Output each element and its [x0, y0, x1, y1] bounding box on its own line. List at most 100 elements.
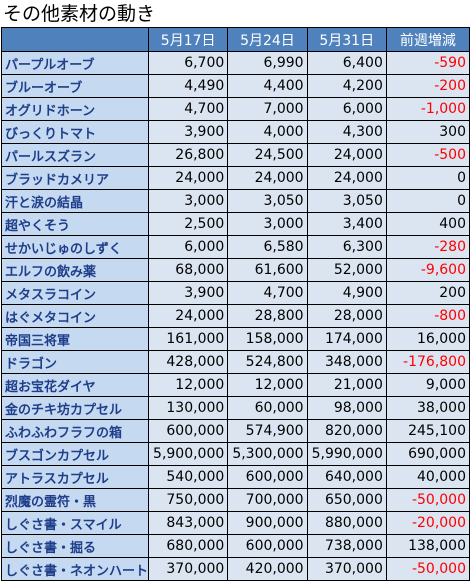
item-name-cell: 烈魔の霊符・黒	[0, 488, 150, 512]
price-may24-cell: 900,000	[227, 511, 308, 535]
price-may31-cell: 98,000	[306, 396, 387, 420]
table-row: エルフの飲み薬 68,000 61,600 52,000 -9,600	[0, 258, 470, 282]
price-may17-cell: 843,000	[148, 511, 229, 535]
item-name-cell: 金のチキ坊カプセル	[0, 396, 150, 420]
price-may31-cell: 3,400	[306, 212, 387, 236]
item-name-cell: メタスラコイン	[0, 281, 150, 305]
price-may31-cell: 880,000	[306, 511, 387, 535]
price-may24-cell: 12,000	[227, 373, 308, 397]
item-name-cell: アトラスカプセル	[0, 465, 150, 489]
price-may17-cell: 2,500	[148, 212, 229, 236]
price-may31-cell: 28,000	[306, 304, 387, 328]
table-row: しぐさ書・掘る 680,000 600,000 738,000 138,000	[0, 534, 470, 558]
price-may24-cell: 420,000	[227, 557, 308, 581]
price-may17-cell: 24,000	[148, 304, 229, 328]
price-may24-cell: 61,600	[227, 258, 308, 282]
price-may17-cell: 4,490	[148, 74, 229, 98]
weekly-change-cell: -200	[385, 74, 470, 98]
weekly-change-cell: 0	[385, 189, 470, 213]
table-row: 烈魔の霊符・黒 750,000 700,000 650,000 -50,000	[0, 488, 470, 512]
weekly-change-cell: 0	[385, 166, 470, 190]
price-may24-cell: 158,000	[227, 327, 308, 351]
price-may17-cell: 26,800	[148, 143, 229, 167]
weekly-change-cell: 38,000	[385, 396, 470, 420]
price-may17-cell: 4,700	[148, 97, 229, 121]
price-may31-cell: 52,000	[306, 258, 387, 282]
price-may31-cell: 174,000	[306, 327, 387, 351]
weekly-change-cell: 9,000	[385, 373, 470, 397]
price-may17-cell: 3,900	[148, 281, 229, 305]
price-may24-cell: 4,700	[227, 281, 308, 305]
weekly-change-cell: 200	[385, 281, 470, 305]
price-may31-cell: 370,000	[306, 557, 387, 581]
weekly-change-cell: -500	[385, 143, 470, 167]
price-may24-cell: 3,000	[227, 212, 308, 236]
item-name-cell: せかいじゅのしずく	[0, 235, 150, 259]
price-may24-cell: 4,000	[227, 120, 308, 144]
price-may31-cell: 6,000	[306, 97, 387, 121]
weekly-change-cell: 400	[385, 212, 470, 236]
page-title: その他素材の動き	[3, 3, 156, 25]
header-date-1: 5月17日	[148, 27, 229, 52]
table-body: パープルオーブ 6,700 6,990 6,400 -590 ブルーオーブ 4,490 4,4…	[0, 51, 470, 581]
item-name-cell: ドラゴン	[0, 350, 150, 374]
item-name-cell: びっくりトマト	[0, 120, 150, 144]
price-may17-cell: 428,000	[148, 350, 229, 374]
price-may24-cell: 6,580	[227, 235, 308, 259]
table-row: しぐさ書・スマイル 843,000 900,000 880,000 -20,000	[0, 511, 470, 535]
weekly-change-cell: 16,000	[385, 327, 470, 351]
price-may24-cell: 4,400	[227, 74, 308, 98]
item-name-cell: パープルオーブ	[0, 51, 150, 75]
table-row: ふわふわフラフの箱 600,000 574,900 820,000 245,100	[0, 419, 470, 443]
item-name-cell: パールスズラン	[0, 143, 150, 167]
price-may31-cell: 21,000	[306, 373, 387, 397]
item-name-cell: しぐさ書・掘る	[0, 534, 150, 558]
price-may17-cell: 6,700	[148, 51, 229, 75]
weekly-change-cell: -9,600	[385, 258, 470, 282]
price-may17-cell: 161,000	[148, 327, 229, 351]
price-may31-cell: 4,300	[306, 120, 387, 144]
item-name-cell: 帝国三将軍	[0, 327, 150, 351]
price-may24-cell: 5,300,000	[227, 442, 308, 466]
weekly-change-cell: -176,800	[385, 350, 470, 374]
weekly-change-cell: 245,100	[385, 419, 470, 443]
price-may17-cell: 6,000	[148, 235, 229, 259]
weekly-change-cell: 300	[385, 120, 470, 144]
price-may24-cell: 600,000	[227, 465, 308, 489]
price-may17-cell: 12,000	[148, 373, 229, 397]
weekly-change-cell: -1,000	[385, 97, 470, 121]
item-name-cell: しぐさ書・スマイル	[0, 511, 150, 535]
table-row: パープルオーブ 6,700 6,990 6,400 -590	[0, 51, 470, 75]
header-row: 5月17日 5月24日 5月31日 前週増減	[0, 27, 470, 52]
price-may24-cell: 574,900	[227, 419, 308, 443]
price-may17-cell: 750,000	[148, 488, 229, 512]
header-weekly-change: 前週増減	[385, 27, 470, 52]
item-name-cell: ブラッドカメリア	[0, 166, 150, 190]
item-name-cell: ふわふわフラフの箱	[0, 419, 150, 443]
price-may17-cell: 3,900	[148, 120, 229, 144]
header-date-2: 5月24日	[227, 27, 308, 52]
table-row: ブスゴンカプセル 5,900,000 5,300,000 5,990,000 690,0…	[0, 442, 470, 466]
price-may31-cell: 6,300	[306, 235, 387, 259]
item-name-cell: 超やくそう	[0, 212, 150, 236]
item-name-cell: しぐさ書・ネオンハート	[0, 557, 150, 581]
price-may24-cell: 28,800	[227, 304, 308, 328]
table-row: メタスラコイン 3,900 4,700 4,900 200	[0, 281, 470, 305]
weekly-change-cell: 138,000	[385, 534, 470, 558]
price-may17-cell: 68,000	[148, 258, 229, 282]
item-name-cell: エルフの飲み薬	[0, 258, 150, 282]
price-table: 5月17日 5月24日 5月31日 前週増減 パープルオーブ 6,700 6,990…	[0, 27, 470, 581]
price-may31-cell: 24,000	[306, 166, 387, 190]
weekly-change-cell: 690,000	[385, 442, 470, 466]
price-may31-cell: 5,990,000	[306, 442, 387, 466]
weekly-change-cell: -800	[385, 304, 470, 328]
item-name-cell: ブスゴンカプセル	[0, 442, 150, 466]
price-may24-cell: 3,050	[227, 189, 308, 213]
price-may17-cell: 130,000	[148, 396, 229, 420]
price-may31-cell: 3,050	[306, 189, 387, 213]
price-may17-cell: 680,000	[148, 534, 229, 558]
table-row: ブラッドカメリア 24,000 24,000 24,000 0	[0, 166, 470, 190]
price-may17-cell: 24,000	[148, 166, 229, 190]
price-may24-cell: 7,000	[227, 97, 308, 121]
price-may31-cell: 348,000	[306, 350, 387, 374]
